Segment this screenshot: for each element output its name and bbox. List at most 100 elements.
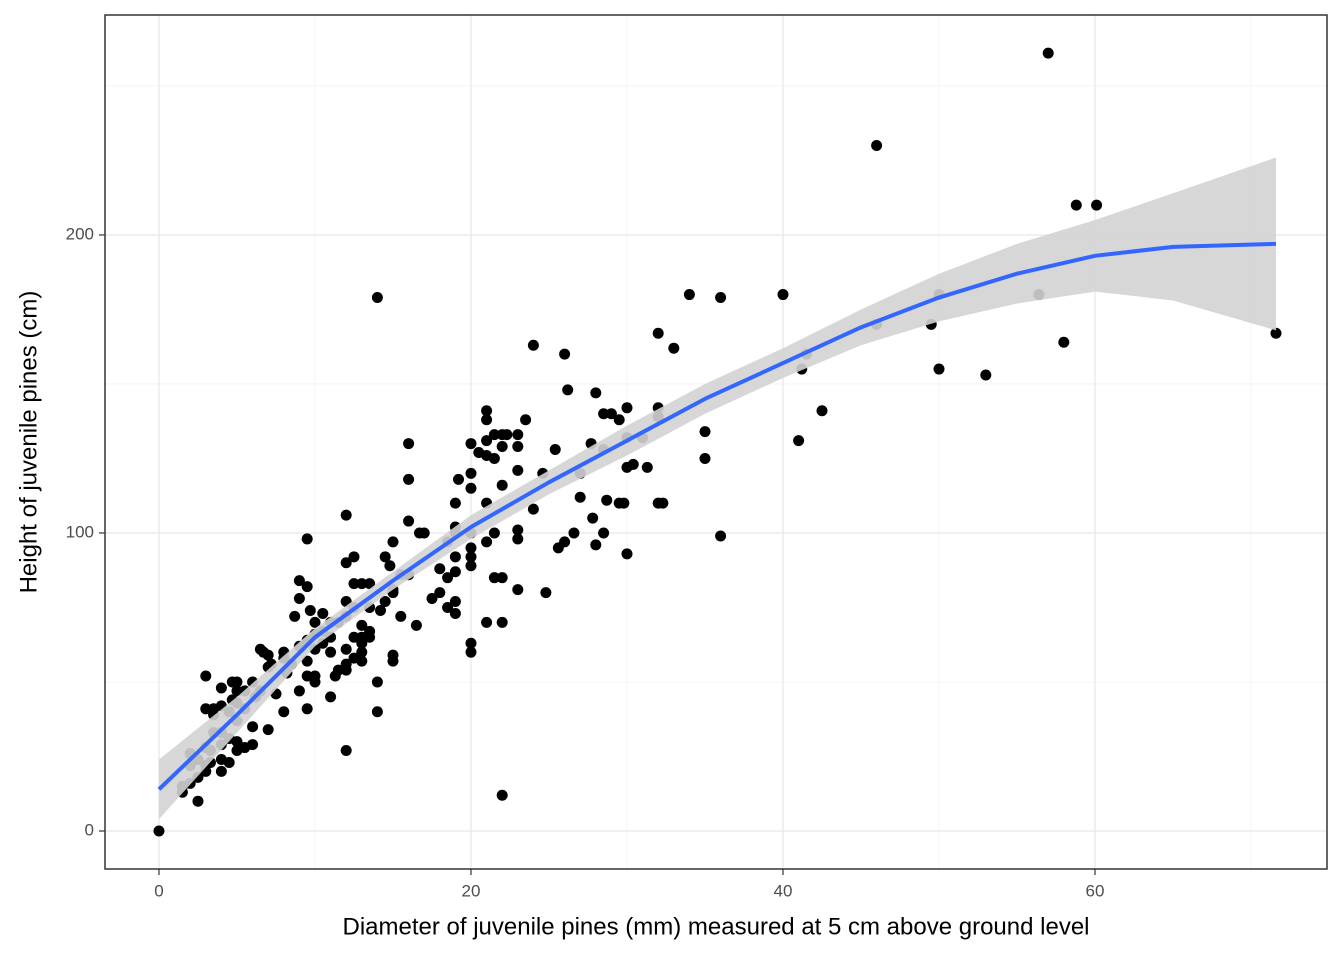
point: [379, 596, 391, 608]
point: [434, 587, 446, 599]
x-axis-title: Diameter of juvenile pines (mm) measured…: [342, 913, 1089, 940]
point: [512, 524, 524, 536]
point: [496, 789, 508, 801]
point: [621, 402, 633, 414]
point: [434, 563, 446, 575]
point: [587, 512, 599, 524]
point: [449, 596, 461, 608]
point: [301, 703, 313, 715]
point: [426, 593, 438, 605]
point: [465, 551, 477, 563]
point: [379, 551, 391, 563]
point: [933, 363, 945, 375]
point: [301, 533, 313, 545]
point: [481, 616, 493, 628]
point: [590, 387, 602, 399]
point: [403, 515, 415, 527]
point: [473, 447, 485, 459]
point: [496, 429, 508, 441]
point: [1042, 47, 1054, 59]
point: [562, 384, 574, 396]
point: [488, 527, 500, 539]
point: [258, 646, 270, 658]
point: [496, 441, 508, 453]
point: [496, 572, 508, 584]
point: [641, 461, 653, 473]
point: [348, 631, 360, 643]
point: [613, 497, 625, 509]
point: [356, 619, 368, 631]
point: [1270, 327, 1282, 339]
point: [699, 452, 711, 464]
point: [715, 292, 727, 304]
point: [442, 572, 454, 584]
point: [348, 652, 360, 664]
point: [387, 655, 399, 667]
point: [371, 292, 383, 304]
point: [598, 527, 610, 539]
point: [348, 578, 360, 590]
point: [449, 566, 461, 578]
point: [465, 467, 477, 479]
point: [481, 435, 493, 447]
point: [301, 655, 313, 667]
point: [317, 607, 329, 619]
point: [496, 479, 508, 491]
point: [613, 414, 625, 426]
point: [340, 643, 352, 655]
confidence-band: [158, 157, 1276, 820]
y-tick-label: 0: [85, 820, 94, 839]
x-tick-label: 60: [1086, 881, 1105, 900]
point: [590, 539, 602, 551]
point: [449, 607, 461, 619]
point: [520, 414, 532, 426]
point: [465, 438, 477, 450]
point: [278, 706, 290, 718]
point: [699, 426, 711, 438]
point: [215, 765, 227, 777]
point: [527, 503, 539, 515]
y-tick-label: 200: [66, 224, 94, 243]
point: [481, 414, 493, 426]
point: [192, 795, 204, 807]
point: [340, 509, 352, 521]
point: [403, 438, 415, 450]
point: [325, 646, 337, 658]
point: [453, 473, 465, 485]
point: [1070, 199, 1082, 211]
point: [325, 691, 337, 703]
point: [481, 405, 493, 417]
x-tick-label: 20: [462, 881, 481, 900]
point: [601, 494, 613, 506]
point: [231, 685, 243, 697]
y-tick-label: 100: [66, 522, 94, 541]
point: [512, 533, 524, 545]
point: [488, 572, 500, 584]
point: [777, 289, 789, 301]
point: [356, 646, 368, 658]
x-tick-label: 0: [154, 881, 163, 900]
point: [247, 721, 259, 733]
point: [465, 542, 477, 554]
point: [449, 497, 461, 509]
point: [293, 593, 305, 605]
point: [871, 140, 883, 152]
point: [348, 551, 360, 563]
point: [496, 616, 508, 628]
point: [215, 753, 227, 765]
point: [340, 745, 352, 757]
point: [574, 491, 586, 503]
point: [153, 825, 165, 837]
point: [371, 706, 383, 718]
point: [410, 619, 422, 631]
point: [200, 670, 212, 682]
point: [465, 482, 477, 494]
smooth-line: [157, 241, 1277, 791]
y-axis-title: Height of juvenile pines (cm): [15, 291, 42, 594]
point: [512, 584, 524, 596]
point: [340, 664, 352, 676]
point: [568, 527, 580, 539]
point: [1058, 336, 1070, 348]
point: [540, 587, 552, 599]
